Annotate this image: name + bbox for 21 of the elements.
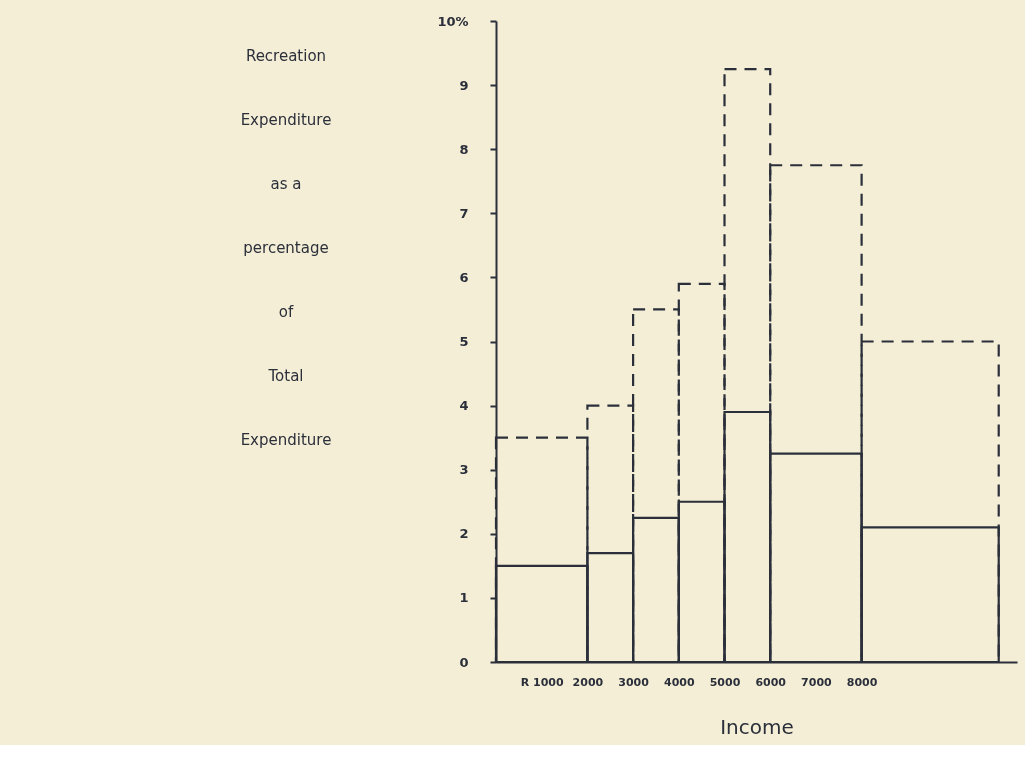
x-tick-label: R 1000 [520,675,564,689]
y-tick-label: 9 [459,77,469,93]
y-tick-label: 0 [459,654,469,670]
y-tick-label: 10% [437,13,469,29]
x-tick-label: 8000 [846,675,878,689]
x-tick-label: 3000 [618,675,650,689]
text: Recreation Expenditure as a percentage of Total Expenditure [240,47,332,449]
y-tick-label: 8 [459,141,469,157]
x-tick-label: 4000 [663,675,695,689]
y-tick-label: 7 [459,205,469,221]
y-tick-label: 1 [459,590,469,606]
x-tick-label: 5000 [709,675,741,689]
x-tick-label: 7000 [801,675,833,689]
y-tick-label: 2 [459,526,469,542]
y-tick-label: 3 [459,462,469,478]
y-tick-label: 4 [459,398,469,414]
x-tick-label: 6000 [755,675,787,689]
y-tick-label: 6 [459,269,469,285]
x-axis-title: Income [720,714,794,739]
y-tick-label: 5 [459,334,469,349]
x-tick-label: 2000 [572,675,604,689]
